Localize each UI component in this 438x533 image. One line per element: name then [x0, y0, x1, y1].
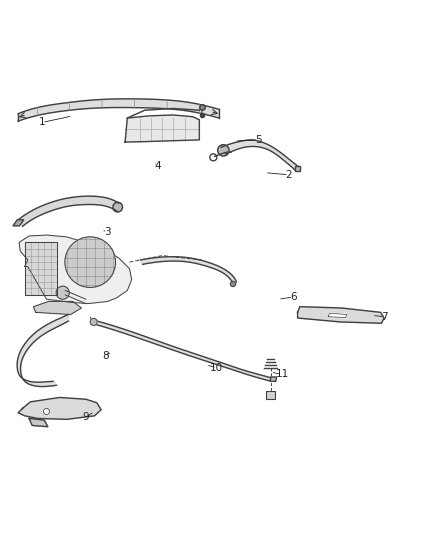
Text: 10: 10	[210, 363, 223, 373]
Polygon shape	[297, 306, 384, 323]
Polygon shape	[19, 235, 132, 304]
Text: 9: 9	[82, 412, 89, 422]
Text: 8: 8	[102, 351, 109, 361]
Text: 3: 3	[104, 227, 111, 237]
Polygon shape	[18, 99, 219, 121]
Circle shape	[230, 281, 236, 287]
Polygon shape	[127, 108, 199, 118]
Polygon shape	[29, 418, 48, 427]
Text: 7: 7	[381, 312, 388, 322]
Polygon shape	[18, 196, 119, 227]
Circle shape	[113, 203, 123, 212]
Circle shape	[56, 286, 69, 299]
Polygon shape	[270, 377, 277, 381]
Circle shape	[218, 144, 229, 156]
Circle shape	[90, 318, 97, 326]
Polygon shape	[295, 166, 300, 171]
Text: 11: 11	[276, 369, 289, 379]
Polygon shape	[266, 391, 276, 399]
Text: 2: 2	[286, 170, 292, 180]
Polygon shape	[33, 302, 81, 314]
Polygon shape	[18, 398, 101, 419]
Polygon shape	[328, 313, 347, 318]
Polygon shape	[25, 243, 57, 295]
Polygon shape	[221, 140, 297, 171]
Text: 6: 6	[290, 292, 297, 302]
Polygon shape	[17, 314, 68, 386]
Circle shape	[43, 408, 49, 415]
Text: 1: 1	[39, 117, 46, 127]
Polygon shape	[141, 257, 237, 285]
Polygon shape	[125, 115, 199, 142]
Text: 4: 4	[155, 161, 161, 171]
Circle shape	[65, 237, 116, 287]
Polygon shape	[92, 320, 272, 381]
Polygon shape	[13, 220, 24, 226]
Text: 5: 5	[255, 135, 261, 145]
